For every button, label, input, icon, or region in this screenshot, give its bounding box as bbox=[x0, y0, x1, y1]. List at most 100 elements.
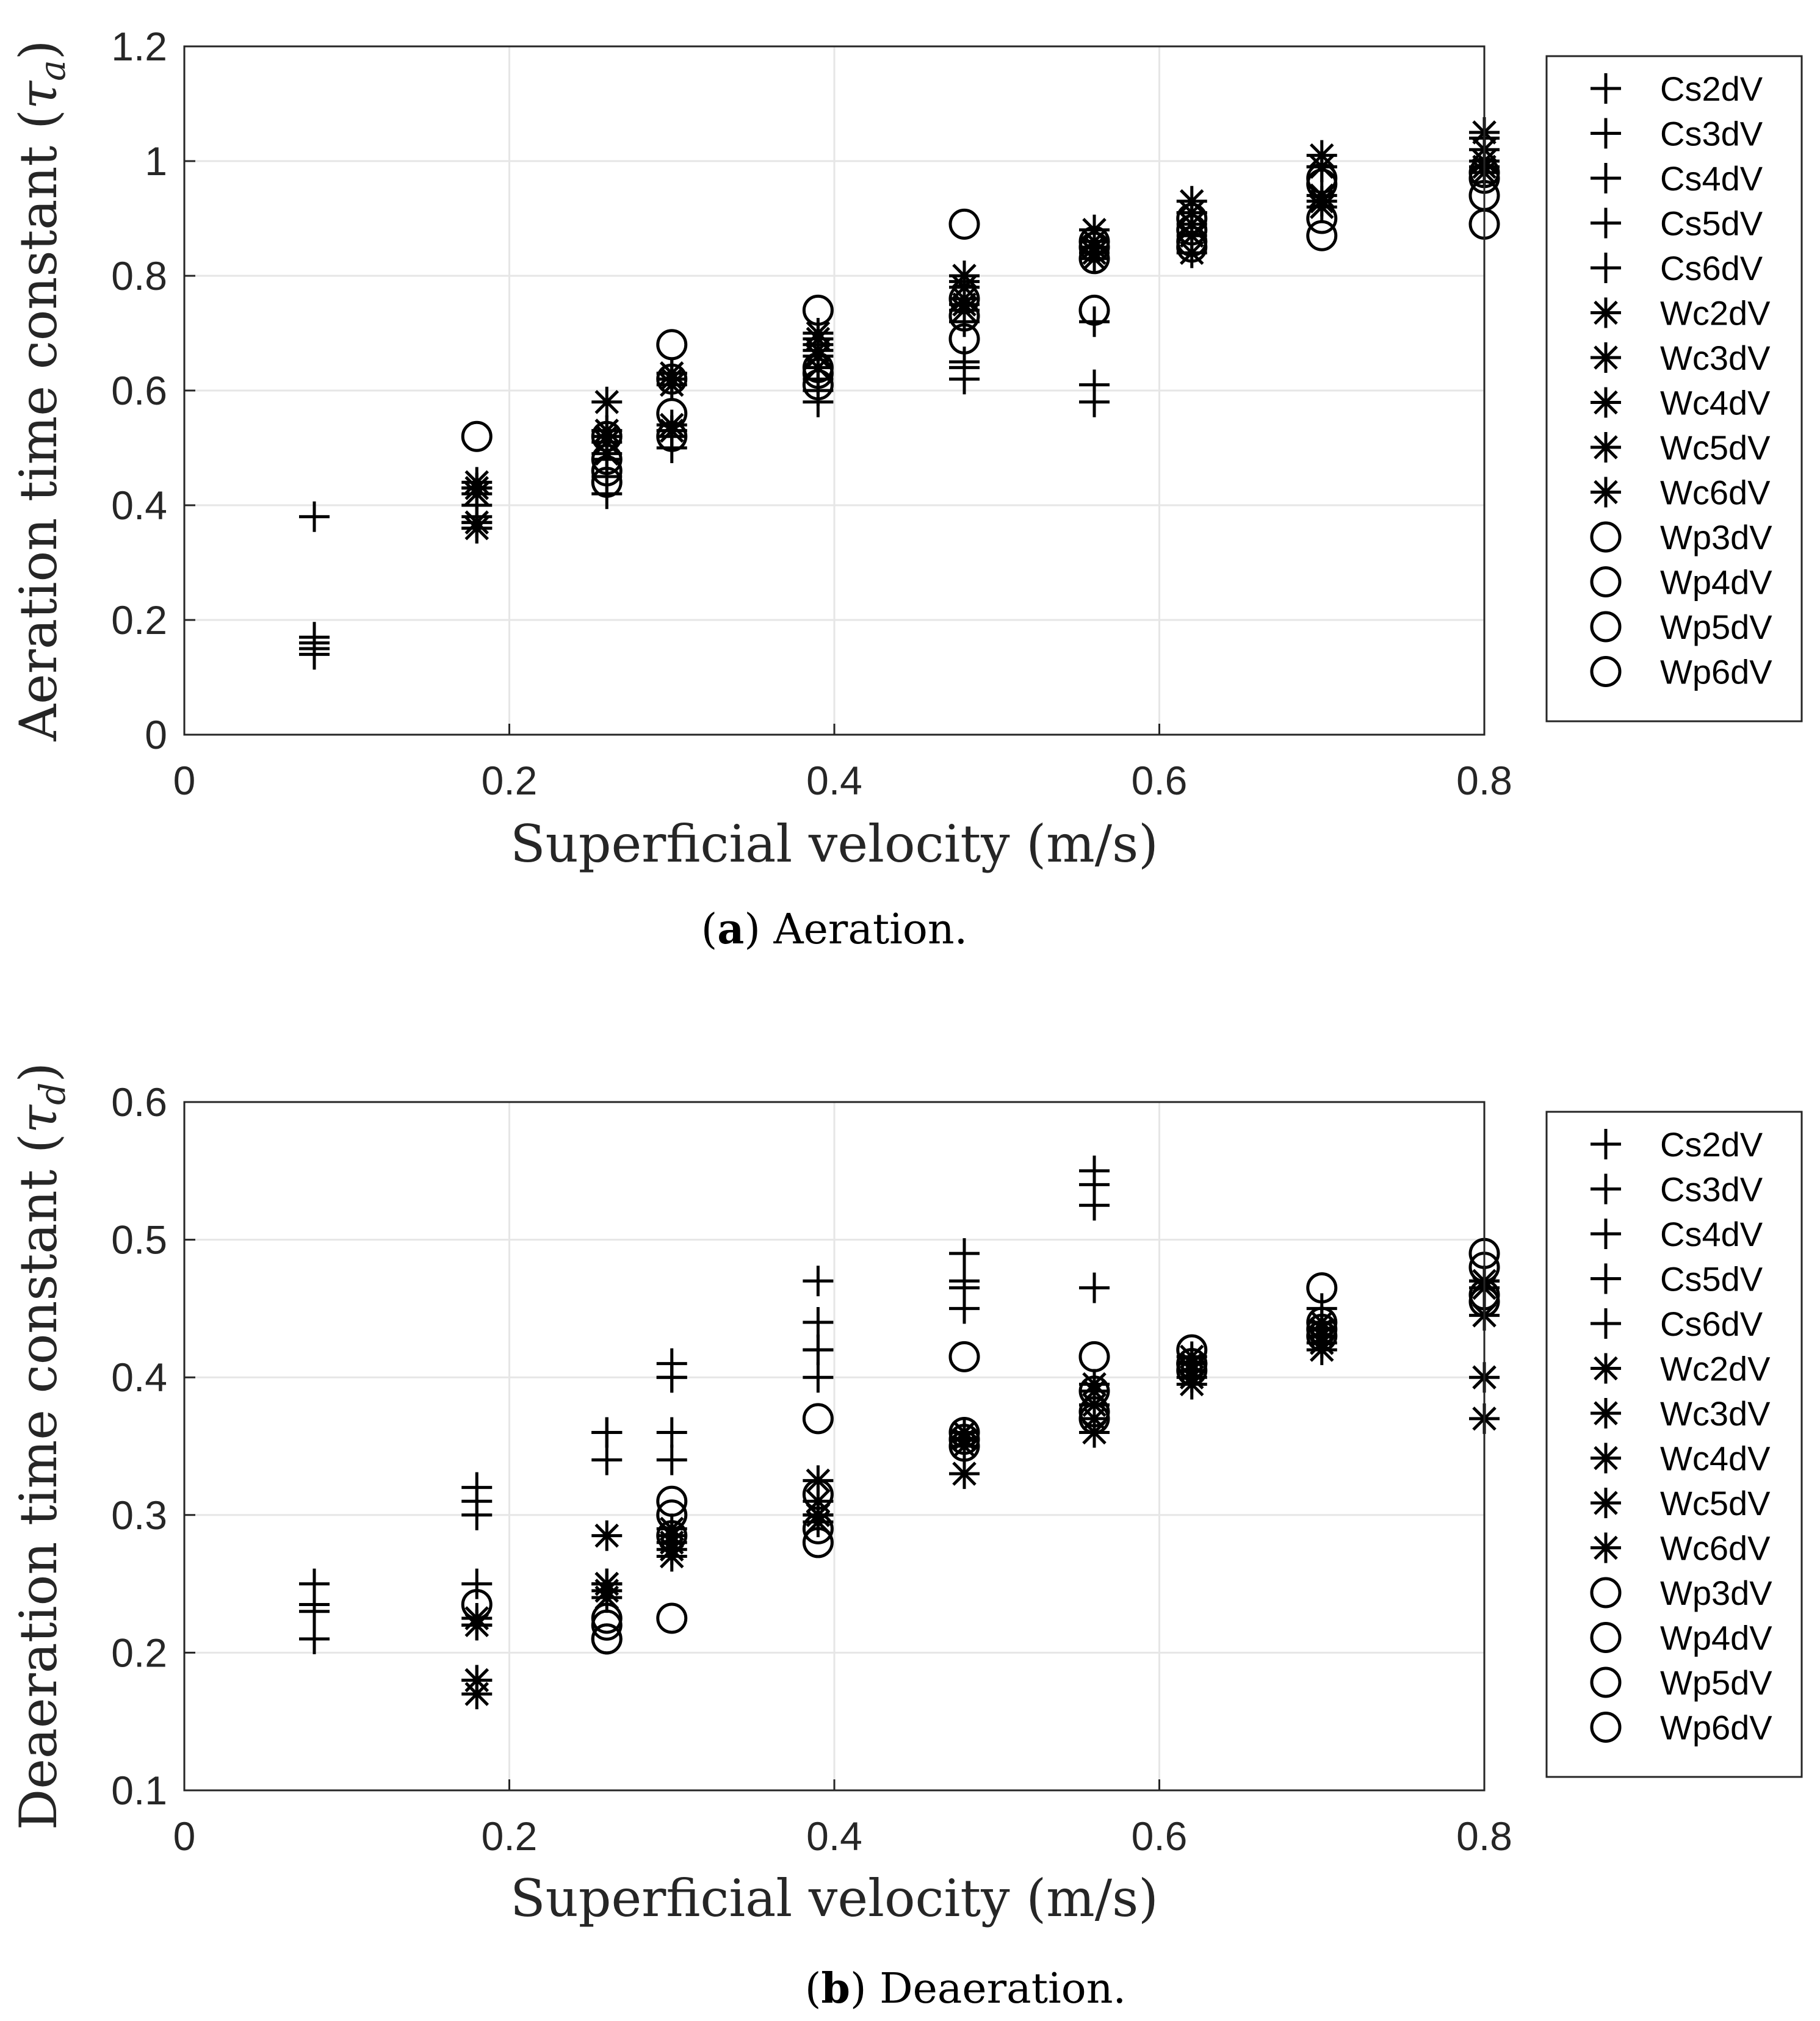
data-point-cs5dv bbox=[656, 1444, 687, 1475]
data-point-wc6dv bbox=[1079, 243, 1110, 274]
legend-marker-star bbox=[1591, 477, 1621, 508]
data-point-wp3dv bbox=[1078, 294, 1110, 326]
data-point-wp3dv bbox=[1306, 1272, 1338, 1304]
data-point-wc3dv bbox=[1306, 151, 1337, 182]
data-point-wp3dv bbox=[1078, 1341, 1110, 1372]
legend-marker-plus bbox=[1591, 253, 1621, 283]
legend-marker-circle bbox=[1590, 1712, 1622, 1743]
y-tick-label: 0.8 bbox=[111, 253, 167, 298]
data-point-wc6dv bbox=[461, 478, 493, 510]
data-point-wp3dv bbox=[591, 444, 623, 475]
legend-marker-star bbox=[1591, 297, 1621, 328]
data-point-wp3dv bbox=[461, 1588, 493, 1620]
legend-label: Wc3dV bbox=[1660, 339, 1771, 377]
axes-frame bbox=[183, 1101, 1486, 1792]
data-point-cs2dv bbox=[299, 501, 330, 532]
data-point-wp5dv bbox=[1078, 1403, 1110, 1435]
data-point-wp6dv bbox=[1306, 162, 1338, 194]
y-tick-labels: 0.1 0.2 0.3 0.4 0.5 0.6 bbox=[111, 1079, 167, 1813]
legend-label: Wc2dV bbox=[1660, 294, 1771, 333]
legend-label: Wp4dV bbox=[1660, 563, 1772, 602]
data-point-wp3dv bbox=[656, 1602, 688, 1634]
x-tick-label: 0 bbox=[173, 758, 196, 803]
legend-label: Wc6dV bbox=[1660, 474, 1771, 512]
data-point-wp3dv bbox=[802, 294, 834, 326]
legend-marker-star bbox=[1591, 342, 1621, 373]
data-point-cs4dv bbox=[1079, 1190, 1110, 1221]
caption-b: (b) Deaeration. bbox=[805, 1964, 1126, 2013]
data-point-wp3dv bbox=[1176, 1334, 1208, 1366]
legend-marker-plus bbox=[1591, 1263, 1621, 1294]
y-tick-label: 1 bbox=[145, 139, 167, 184]
legend-label: Wc4dV bbox=[1660, 384, 1771, 422]
data-point-wc2dv bbox=[591, 386, 623, 417]
y-tick-label: 1.2 bbox=[111, 24, 167, 69]
data-point-wc5dv bbox=[803, 352, 834, 383]
data-point-wp4dv bbox=[1078, 243, 1110, 275]
y-tick-labels: 0 0.2 0.4 0.6 0.8 1 1.2 bbox=[111, 24, 167, 757]
data-point-wc6dv bbox=[803, 318, 834, 348]
x-axis-label: Superficial velocity (m/s) bbox=[510, 1868, 1158, 1928]
data-point-wp4dv bbox=[1306, 203, 1338, 234]
legend-label: Wp5dV bbox=[1660, 608, 1772, 646]
legend-label: Cs2dV bbox=[1660, 70, 1763, 108]
y-axis-label-main: Deaeration time constant ( bbox=[9, 1133, 68, 1830]
legend-box bbox=[1545, 1111, 1803, 1778]
x-tick-labels: 0 0.2 0.4 0.6 0.8 bbox=[173, 1814, 1512, 1859]
data-point-wp4dv bbox=[1176, 214, 1208, 246]
panel-b-deaeration: 0.1 0.2 0.3 0.4 0.5 0.6 0 0.2 0.4 0.6 0.8 Superfi… bbox=[9, 1062, 1803, 2013]
data-point-wp6dv bbox=[1306, 1306, 1338, 1338]
x-tick-label: 0.8 bbox=[1456, 1814, 1512, 1859]
data-point-wp5dv bbox=[656, 1499, 688, 1531]
legend-label: Wc3dV bbox=[1660, 1394, 1771, 1433]
y-tick-label: 0.2 bbox=[111, 1630, 167, 1675]
data-point-cs6dv bbox=[803, 1335, 834, 1366]
caption-b-letter: b bbox=[821, 1964, 850, 2013]
y-tick-label: 0.2 bbox=[111, 597, 167, 643]
legend-marker-star bbox=[1591, 1488, 1621, 1518]
y-tick-label: 0.6 bbox=[111, 1079, 167, 1125]
legend-label: Cs5dV bbox=[1660, 1260, 1763, 1299]
data-point-wc6dv bbox=[461, 1665, 493, 1696]
legend-marker-circle bbox=[1590, 1577, 1622, 1609]
data-point-cs3dv bbox=[803, 1306, 834, 1338]
x-tick-label: 0.2 bbox=[482, 758, 538, 803]
y-axis-label-subscript: d bbox=[32, 1083, 73, 1105]
data-point-cs4dv bbox=[1079, 386, 1110, 417]
legend-label: Cs3dV bbox=[1660, 115, 1763, 153]
data-point-wc3dv bbox=[656, 415, 687, 446]
data-point-wc5dv bbox=[949, 272, 980, 303]
data-point-wp3dv bbox=[948, 208, 980, 240]
data-point-cs4dv bbox=[656, 1417, 687, 1448]
legend-label: Wc4dV bbox=[1660, 1439, 1771, 1478]
data-point-cs2dv bbox=[803, 1266, 834, 1297]
x-tick-label: 0.2 bbox=[482, 1814, 538, 1859]
data-point-wc6dv bbox=[949, 295, 980, 326]
data-point-wp4dv bbox=[591, 1609, 623, 1641]
data-point-wp5dv bbox=[948, 300, 980, 332]
x-tick-label: 0.6 bbox=[1132, 758, 1188, 803]
data-point-wp6dv bbox=[1078, 226, 1110, 258]
legend-marker-star bbox=[1591, 387, 1621, 418]
legend-label: Cs5dV bbox=[1660, 204, 1763, 243]
data-point-wc5dv bbox=[1176, 220, 1207, 251]
legend-marker-circle bbox=[1590, 1622, 1622, 1653]
data-point-cs5dv bbox=[949, 1293, 980, 1324]
data-point-cs4dv bbox=[461, 1499, 493, 1530]
data-point-wc6dv bbox=[1176, 237, 1207, 268]
x-tick-label: 0 bbox=[173, 1814, 196, 1859]
legend-label: Wp6dV bbox=[1660, 653, 1772, 691]
legend-items: Cs2dV Cs3dV Cs4dV Cs5dV Cs6dV Wc2dV Wc3dV Wc4dV… bbox=[1590, 70, 1772, 691]
x-axis-label: Superficial velocity (m/s) bbox=[510, 814, 1158, 874]
data-point-wp4dv bbox=[948, 323, 980, 355]
legend-marker-circle bbox=[1590, 656, 1622, 687]
legend-marker-star bbox=[1591, 1398, 1621, 1428]
data-point-wc6dv bbox=[1079, 1369, 1110, 1400]
data-point-wp5dv bbox=[802, 1527, 834, 1558]
data-point-wc6dv bbox=[656, 358, 687, 389]
data-point-wp4dv bbox=[802, 1479, 834, 1510]
data-point-wp6dv bbox=[1176, 203, 1208, 234]
legend-marker-star bbox=[1591, 1532, 1621, 1563]
y-axis-label-close: ) bbox=[9, 40, 68, 60]
legend-marker-circle bbox=[1590, 1666, 1622, 1698]
